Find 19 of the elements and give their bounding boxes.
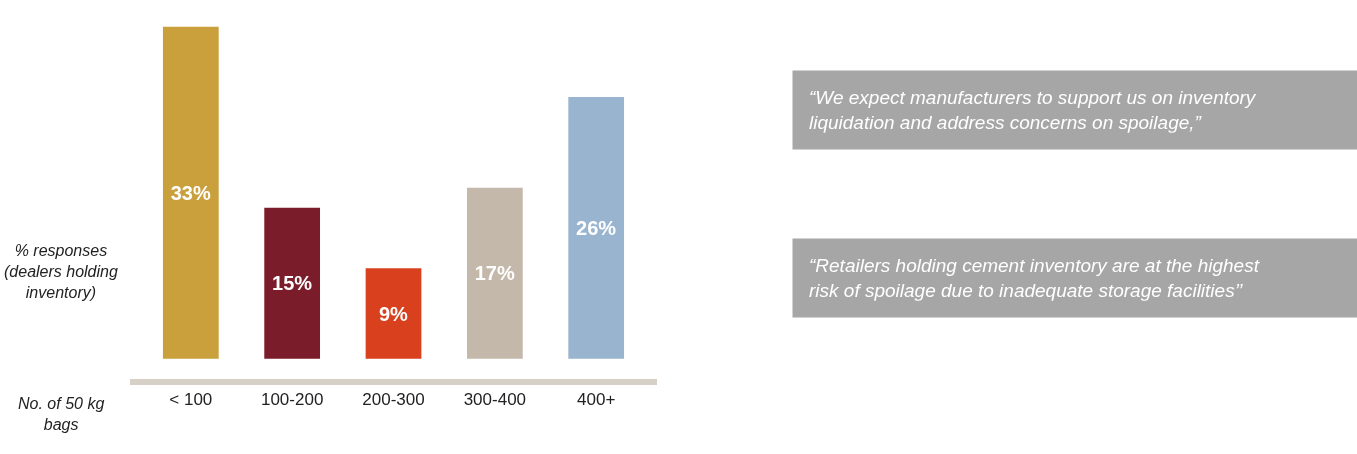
bar [162, 26, 219, 359]
y-axis-title: % responses (dealers holding inventory) [4, 242, 118, 301]
text: “Retailers holding cement inventory are at the highest risk of spoilage due to inadequate storage facilities’’ [809, 255, 1260, 301]
data-label: 15% [272, 272, 313, 295]
x-tick-label: 400+ [577, 390, 616, 410]
text: “We expect manufacturers to support us on inventory liquidation and address concerns on spoilage,” [809, 87, 1257, 133]
x-tick-label: 100-200 [260, 390, 324, 410]
x-tick-label: 200-300 [362, 390, 425, 410]
bar [466, 187, 523, 359]
data-label: 33% [170, 181, 211, 204]
x-axis-title: No. of 50 kg bags [18, 395, 105, 433]
bar [365, 268, 422, 359]
data-label: 9% [378, 302, 409, 325]
data-label: 26% [576, 216, 617, 239]
bar [568, 97, 625, 359]
data-label: 17% [474, 262, 515, 285]
bar [264, 207, 321, 359]
x-tick-label: < 100 [169, 390, 213, 410]
x-tick-label: 300-400 [463, 390, 527, 410]
